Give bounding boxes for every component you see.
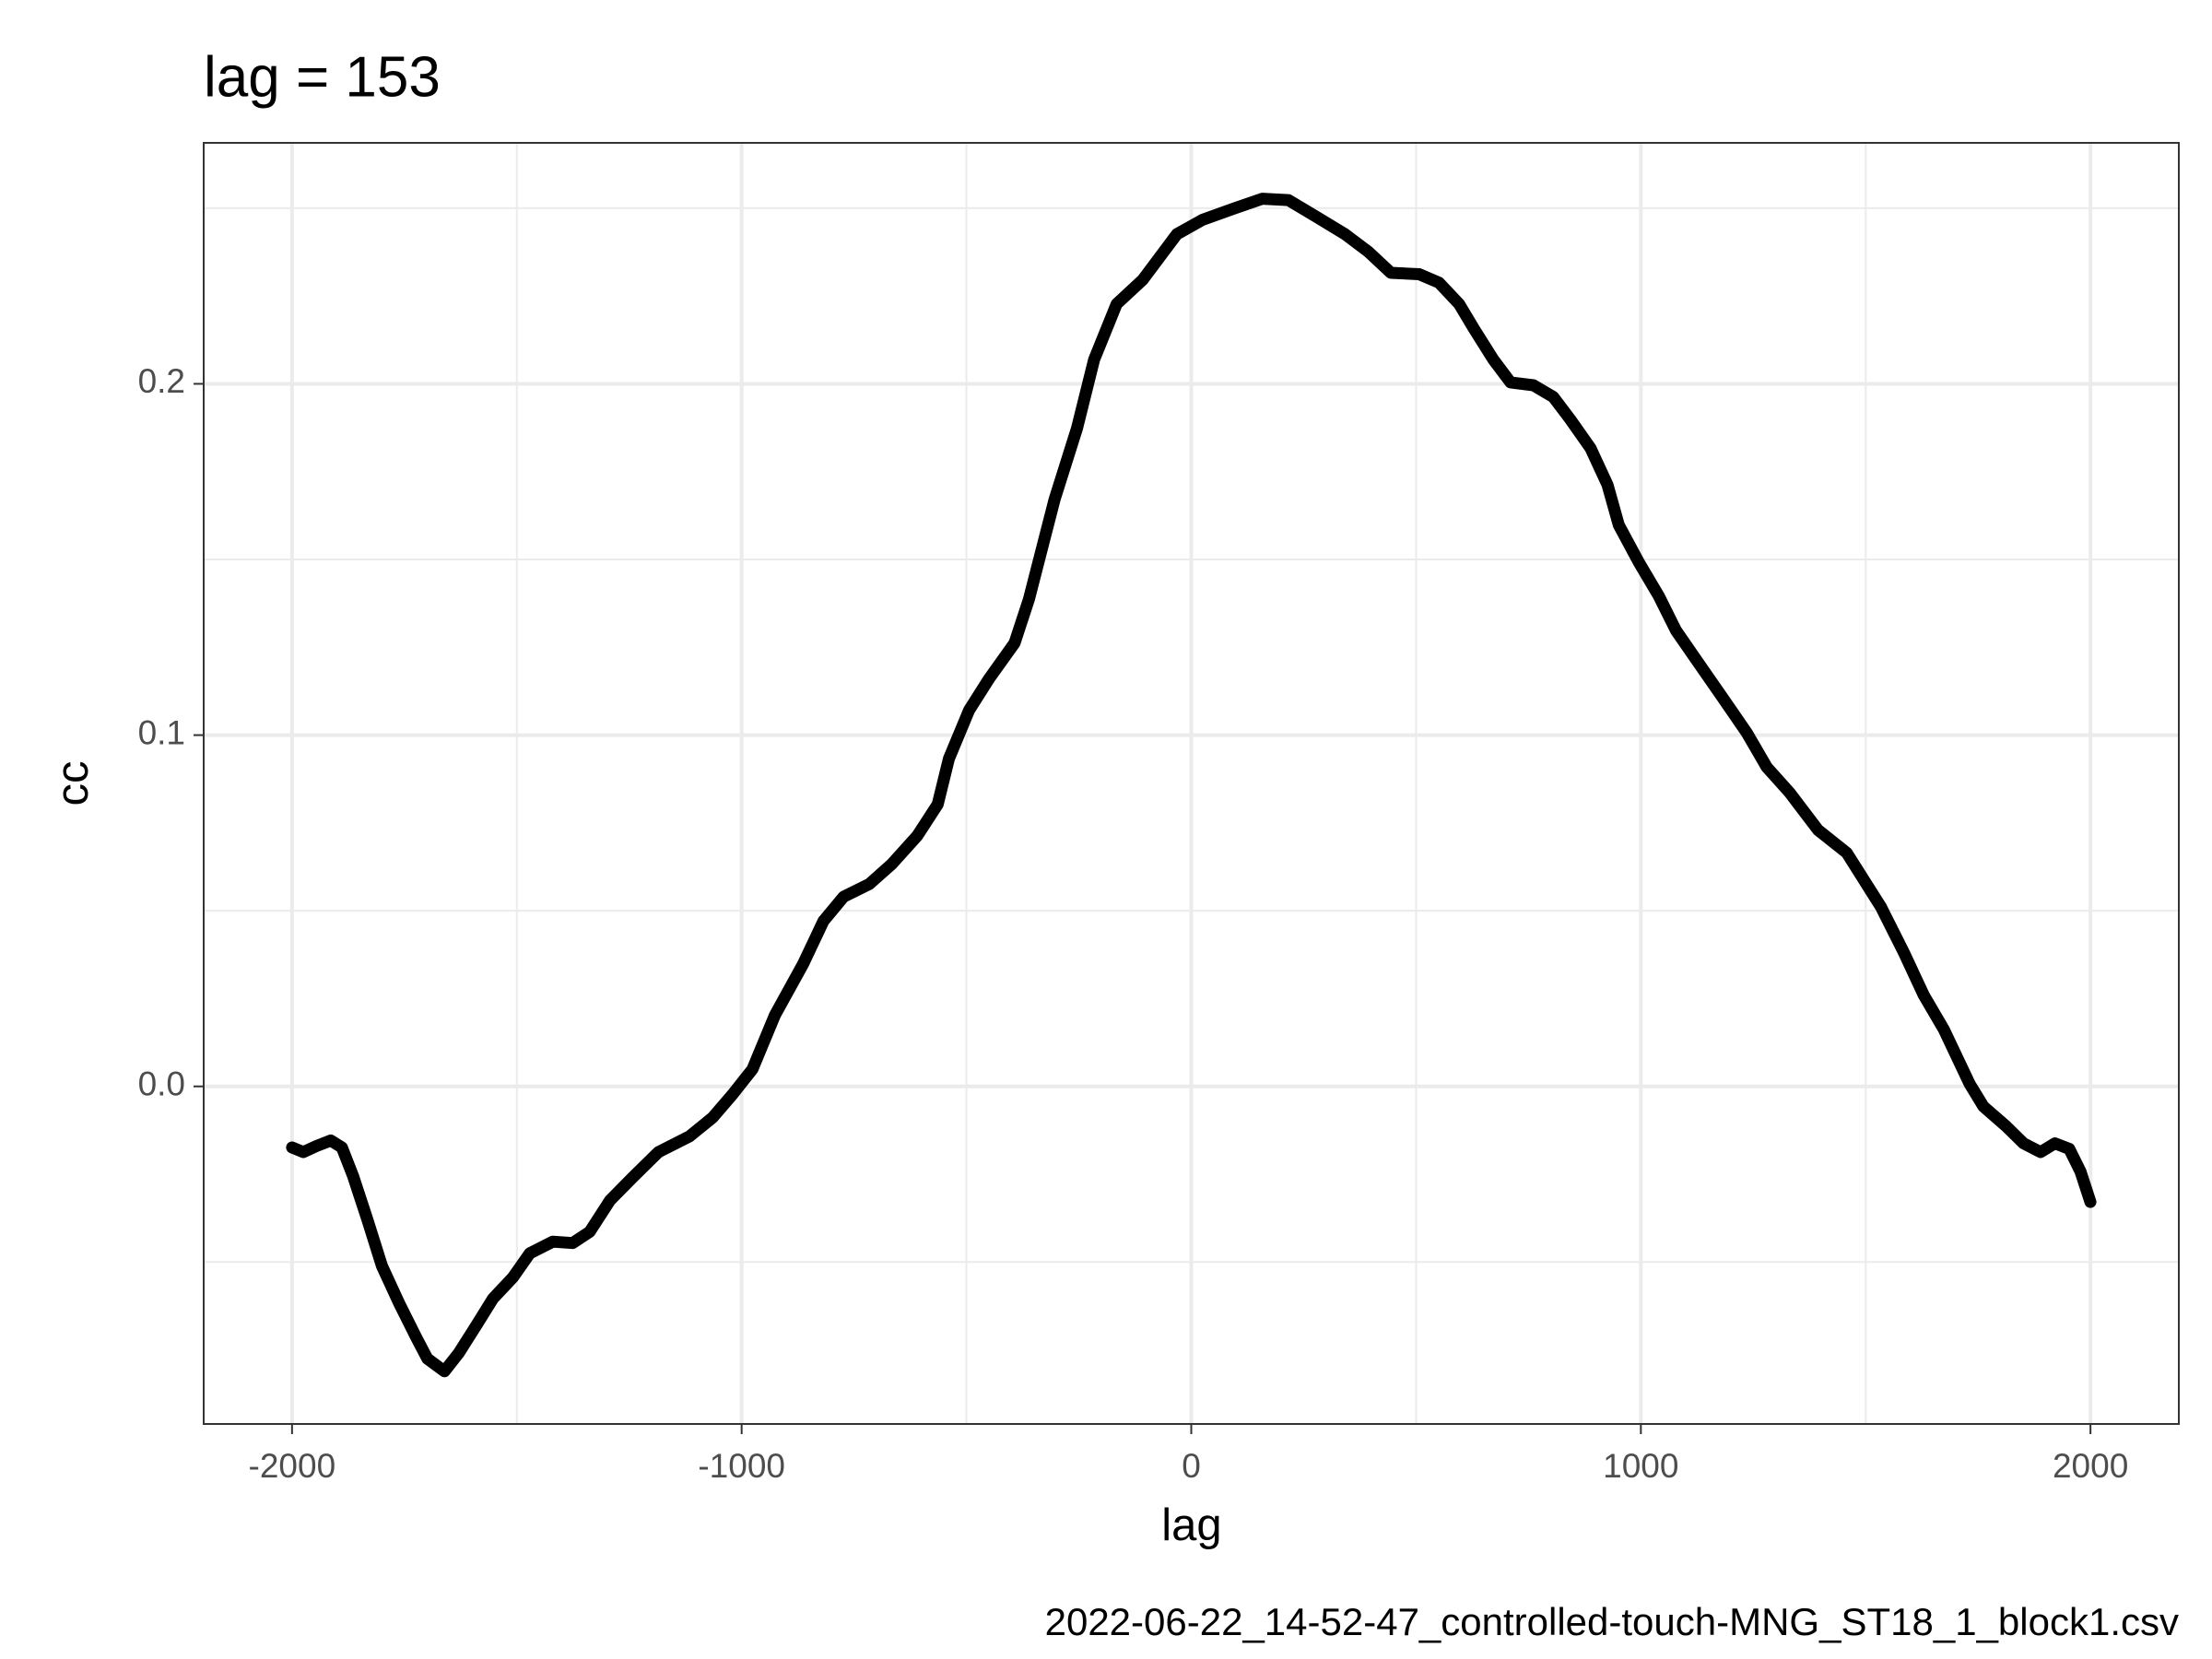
- x-tick-label: 0: [1182, 1447, 1201, 1485]
- chart-title: lag = 153: [204, 45, 441, 109]
- plot-border: [203, 142, 2180, 1425]
- x-tick-label: -1000: [698, 1447, 785, 1485]
- line: [286, 193, 2097, 1378]
- y-tick-label: 0.2: [138, 362, 185, 400]
- y-tick-label: 0.0: [138, 1065, 185, 1103]
- x-tick-label: -2000: [249, 1447, 336, 1485]
- x-axis-label: lag: [1161, 1500, 1221, 1550]
- y-axis-label: cc: [48, 761, 98, 806]
- y-tick-label: 0.1: [138, 713, 185, 751]
- x-tick-label: 2000: [2053, 1447, 2128, 1485]
- x-tick-label: 1000: [1603, 1447, 1678, 1485]
- caption: 2022-06-22_14-52-47_controlled-touch-MNG…: [1045, 1600, 2179, 1643]
